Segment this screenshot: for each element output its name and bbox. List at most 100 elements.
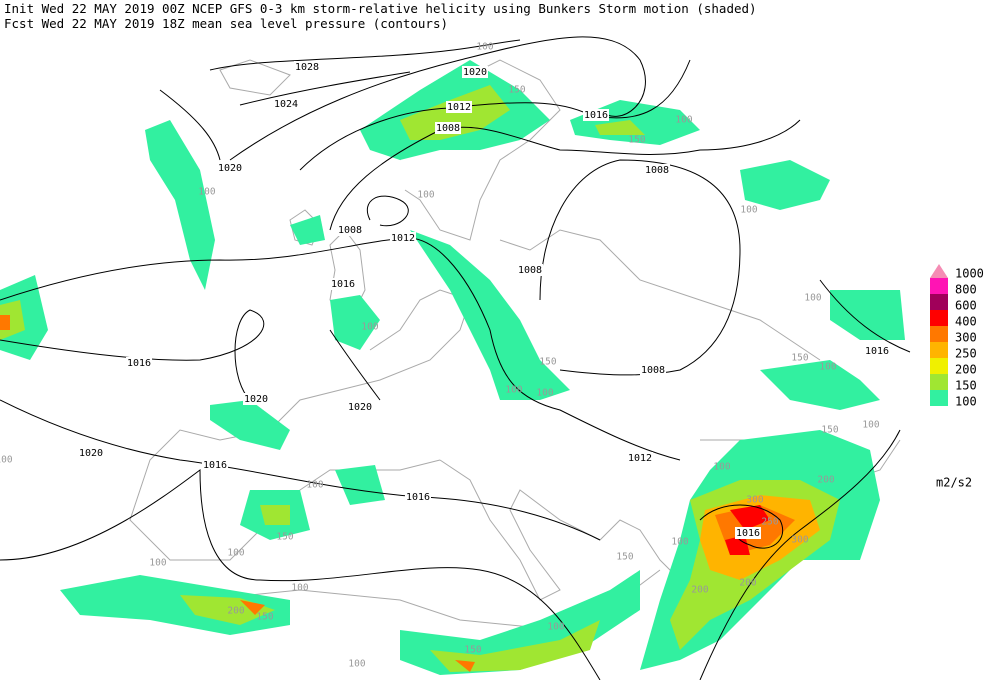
- shading-label: 300: [746, 495, 763, 506]
- shading-label: 100: [361, 322, 378, 333]
- shading-label: 100: [149, 558, 166, 569]
- isobar-label: 1016: [865, 346, 889, 357]
- label-bg: [446, 101, 472, 113]
- shading-label: 100: [862, 420, 879, 431]
- shading-label: 100: [740, 205, 757, 216]
- shading-label: 150: [464, 645, 481, 656]
- shading-label: 150: [276, 532, 293, 543]
- legend-swatch: [930, 390, 948, 406]
- shading-label: 150: [616, 552, 633, 563]
- legend-units: m2/s2: [936, 476, 972, 490]
- isobar-label: 1008: [518, 265, 542, 276]
- shading-label: 100: [198, 187, 215, 198]
- isobar-label: 1016: [331, 279, 355, 290]
- label-bg: [202, 459, 228, 471]
- header-line: Fcst Wed 22 MAY 2019 18Z mean sea level …: [4, 16, 448, 31]
- legend-label: 300: [955, 331, 977, 345]
- legend-swatch: [930, 358, 948, 374]
- isobar-label: 1016: [584, 110, 608, 121]
- label-bg: [390, 232, 416, 244]
- shading-label: 100: [476, 42, 493, 53]
- shading-label: 150: [539, 357, 556, 368]
- label-bg: [126, 357, 152, 369]
- legend-swatch: [930, 294, 948, 310]
- shading-label: 100: [713, 462, 730, 473]
- isobar-label: 1024: [274, 99, 298, 110]
- shading-label: 200: [691, 585, 708, 596]
- label-bg: [217, 162, 243, 174]
- shading-label: 300: [791, 535, 808, 546]
- isobar-label: 1016: [406, 492, 430, 503]
- shading-label: 150: [508, 85, 525, 96]
- isobar-label: 1016: [736, 528, 760, 539]
- legend-label: 200: [955, 363, 977, 377]
- label-bg: [435, 122, 461, 134]
- isobar-label: 1020: [218, 163, 242, 174]
- isobar-label: 1008: [645, 165, 669, 176]
- isobar-label: 1012: [447, 102, 471, 113]
- shading-label: 150: [821, 425, 838, 436]
- legend-swatch: [930, 278, 948, 294]
- shading-label: 100: [306, 480, 323, 491]
- legend-label: 600: [955, 299, 977, 313]
- shading-label: 100: [505, 385, 522, 396]
- legend-swatch: [930, 264, 948, 278]
- label-bg: [243, 393, 269, 405]
- isobar-label: 1016: [127, 358, 151, 369]
- shading-label: 200: [739, 578, 756, 589]
- shading-label: 150: [628, 135, 645, 146]
- legend-label: 100: [955, 395, 977, 409]
- shading-label: 100: [804, 293, 821, 304]
- isobar-label: 1008: [338, 225, 362, 236]
- legend-label: 1000: [955, 267, 984, 281]
- shading-label: 100: [536, 388, 553, 399]
- shading-label: 200: [817, 475, 834, 486]
- legend-label: 400: [955, 315, 977, 329]
- shading-label: 100: [675, 115, 692, 126]
- shading-label: 200: [227, 606, 244, 617]
- label-bg: [405, 491, 431, 503]
- shading-label: 100: [819, 362, 836, 373]
- label-bg: [583, 109, 609, 121]
- label-bg: [735, 527, 761, 539]
- shading-label: 150: [256, 612, 273, 623]
- legend-label: 250: [955, 347, 977, 361]
- isobar-label: 1020: [244, 394, 268, 405]
- shading-label: 100: [291, 583, 308, 594]
- isobar-label: 1016: [203, 460, 227, 471]
- header-line: Init Wed 22 MAY 2019 00Z NCEP GFS 0-3 km…: [4, 1, 757, 16]
- label-bg: [640, 364, 666, 376]
- label-bg: [337, 224, 363, 236]
- label-bg: [627, 452, 653, 464]
- shading-label: 100: [547, 622, 564, 633]
- isobar-label: 1020: [79, 448, 103, 459]
- label-bg: [78, 447, 104, 459]
- shading-label: 100: [348, 659, 365, 670]
- legend-swatch: [930, 310, 948, 326]
- label-bg: [462, 66, 488, 78]
- label-bg: [347, 401, 373, 413]
- isobar-label: 1020: [463, 67, 487, 78]
- label-bg: [294, 61, 320, 73]
- label-bg: [864, 345, 890, 357]
- shading-label: 100: [417, 190, 434, 201]
- shading-label: 250: [761, 517, 778, 528]
- isobar-label: 1020: [348, 402, 372, 413]
- legend-swatch: [930, 374, 948, 390]
- legend-label: 800: [955, 283, 977, 297]
- shading-label: 100: [671, 537, 688, 548]
- shading-label: 100: [0, 455, 13, 466]
- isobar-label: 1012: [391, 233, 415, 244]
- legend-label: 150: [955, 379, 977, 393]
- isobar-label: 1008: [436, 123, 460, 134]
- shading-label: 100: [227, 548, 244, 559]
- isobar-label: 1012: [628, 453, 652, 464]
- isobar-label: 1028: [295, 62, 319, 73]
- shading: [0, 60, 905, 675]
- legend-swatch: [930, 326, 948, 342]
- label-bg: [330, 278, 356, 290]
- legend-swatch: [930, 342, 948, 358]
- label-bg: [517, 264, 543, 276]
- label-bg: [273, 98, 299, 110]
